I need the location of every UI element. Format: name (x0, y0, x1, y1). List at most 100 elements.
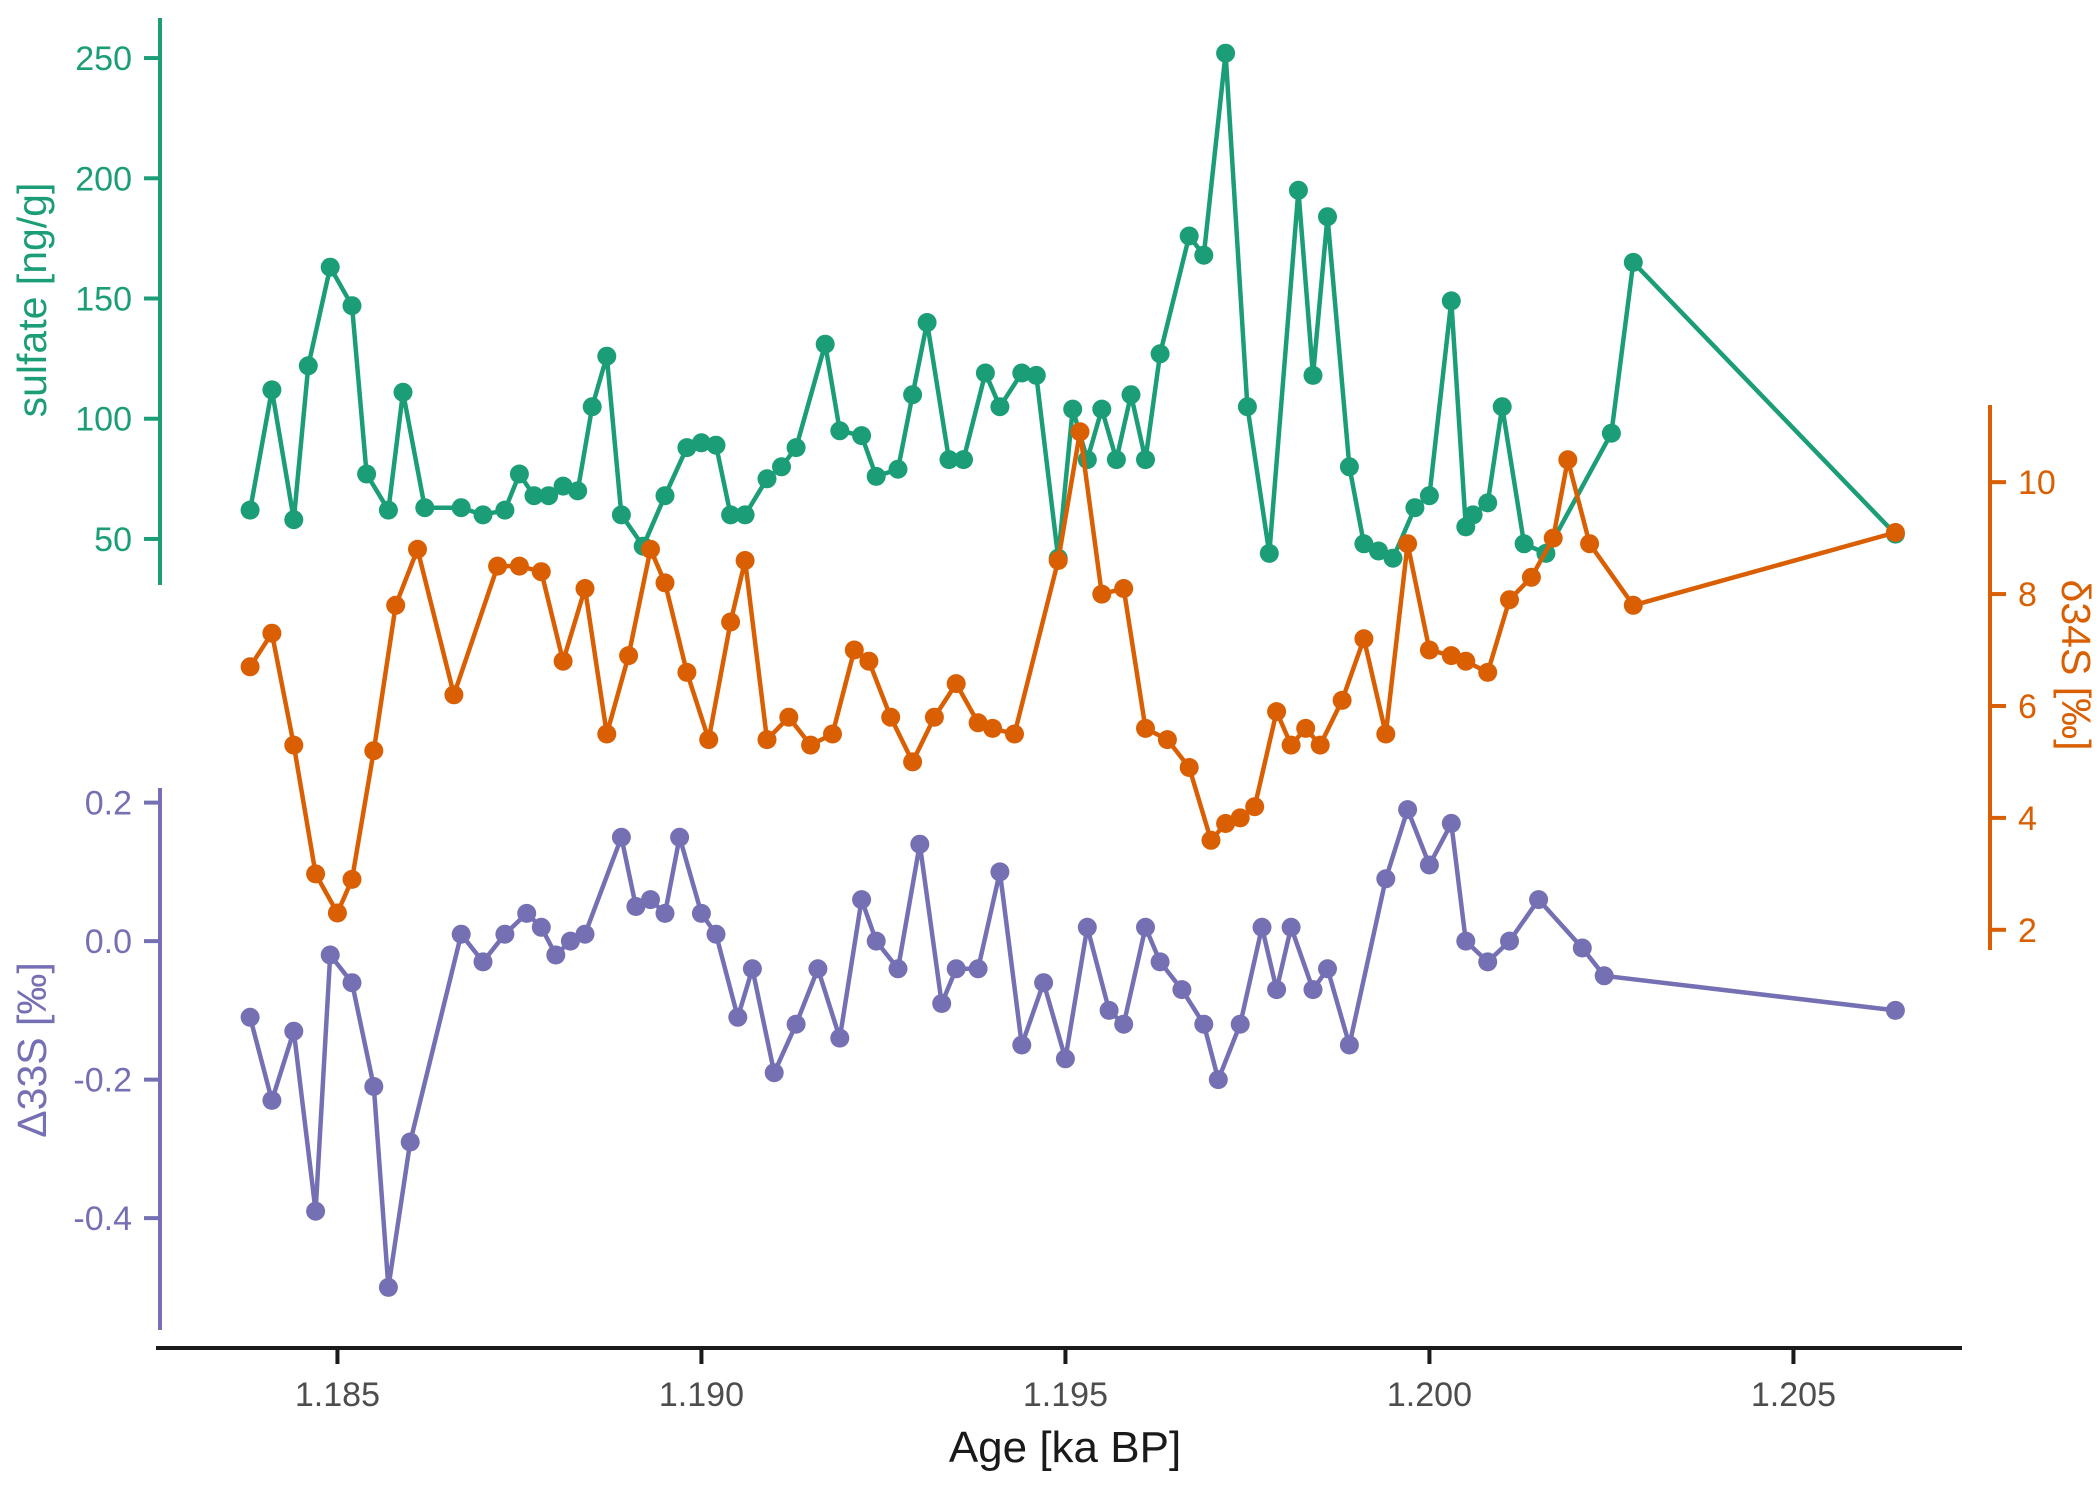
data-point (582, 397, 602, 417)
y-tick-label-sulfate: 150 (75, 281, 132, 319)
y-tick-label-d34S: 6 (2018, 688, 2037, 726)
data-point (1005, 724, 1024, 744)
data-point (655, 486, 675, 506)
data-point (1572, 938, 1592, 958)
y-tick-label-sulfate: 200 (75, 160, 132, 198)
data-point (801, 735, 821, 755)
data-point (1252, 917, 1272, 937)
data-point (1194, 1014, 1214, 1034)
data-point (327, 903, 347, 923)
data-point (946, 959, 966, 979)
data-point (677, 438, 697, 458)
data-point (415, 498, 435, 518)
data-point (524, 486, 544, 506)
data-point (400, 1132, 420, 1152)
data-point (655, 903, 675, 923)
data-point (881, 707, 901, 727)
data-point (1216, 814, 1236, 833)
data-point (262, 623, 282, 643)
data-point (691, 433, 711, 453)
data-point (1055, 1049, 1075, 1069)
data-point (670, 827, 690, 847)
data-point (1099, 1000, 1119, 1020)
data-point (1179, 758, 1199, 777)
data-point (1543, 528, 1563, 548)
data-point (1230, 1014, 1250, 1034)
data-point (1026, 365, 1046, 385)
x-tick-label: 1.205 (1751, 1376, 1836, 1414)
data-point (946, 674, 966, 694)
data-point (1114, 579, 1134, 598)
data-point (1441, 291, 1461, 311)
data-point (699, 730, 719, 750)
data-point (364, 741, 384, 761)
data-point (393, 382, 413, 402)
data-point (509, 464, 529, 484)
data-point (342, 296, 362, 316)
data-point (1106, 450, 1126, 470)
data-point (1478, 952, 1498, 972)
data-point (1529, 890, 1549, 910)
data-point (531, 562, 551, 582)
data-point (830, 1028, 850, 1048)
data-point (721, 505, 741, 525)
y-tick-label-d34S: 4 (2018, 800, 2037, 838)
y-tick-label-D33S: 0.2 (85, 785, 132, 823)
data-point (1303, 980, 1323, 1000)
data-point (859, 651, 879, 671)
y-axis-sulfate: 50 100 150 200 250 (75, 18, 162, 585)
data-point (1376, 724, 1396, 744)
data-point (1012, 363, 1032, 383)
data-point (1150, 952, 1170, 972)
data-point (1885, 523, 1905, 542)
data-point (553, 476, 573, 496)
data-point (1267, 980, 1287, 1000)
data-point (568, 481, 588, 501)
data-point (1296, 718, 1316, 738)
data-point (1230, 808, 1250, 828)
data-point (1456, 931, 1476, 951)
data-point (517, 903, 537, 923)
data-point (1601, 423, 1621, 443)
data-point (1623, 252, 1643, 272)
data-point (1136, 917, 1155, 937)
data-point (823, 724, 842, 744)
data-point (408, 539, 427, 559)
data-point (262, 1090, 282, 1110)
data-point (1478, 493, 1498, 513)
data-point (611, 827, 631, 847)
data-point (473, 505, 493, 525)
x-axis: 1.185 1.190 1.195 1.200 1.205 (156, 1346, 1962, 1414)
data-point (1092, 584, 1112, 604)
data-point (742, 959, 762, 979)
data-point (1150, 344, 1170, 364)
data-point (1456, 651, 1476, 671)
data-point (641, 890, 660, 910)
data-point (1237, 397, 1257, 417)
data-point (364, 1077, 384, 1096)
data-point (764, 1063, 784, 1083)
data-point (1332, 690, 1352, 710)
data-point (1216, 43, 1236, 63)
data-point (1194, 245, 1214, 265)
y-tick-label-D33S: 0.0 (85, 923, 132, 961)
data-point (560, 931, 580, 951)
data-point (1208, 1070, 1228, 1090)
data-point (772, 457, 791, 477)
y-axis-D33S: 0.2 0.0 -0.2 -0.4 (73, 785, 162, 1330)
data-point (1441, 646, 1461, 666)
data-point (786, 438, 806, 458)
data-point (728, 1007, 748, 1027)
data-point (342, 869, 362, 889)
data-point (284, 1021, 304, 1041)
data-point (954, 450, 973, 470)
data-point (1398, 800, 1418, 820)
data-point (1114, 1014, 1134, 1034)
data-point (888, 959, 908, 979)
data-point (451, 924, 471, 944)
data-point (240, 1007, 260, 1027)
data-point (495, 924, 515, 944)
axes-layer: 1.185 1.190 1.195 1.200 1.205 50 100 150 200 250 2… (73, 18, 2056, 1414)
data-point (1514, 534, 1534, 554)
